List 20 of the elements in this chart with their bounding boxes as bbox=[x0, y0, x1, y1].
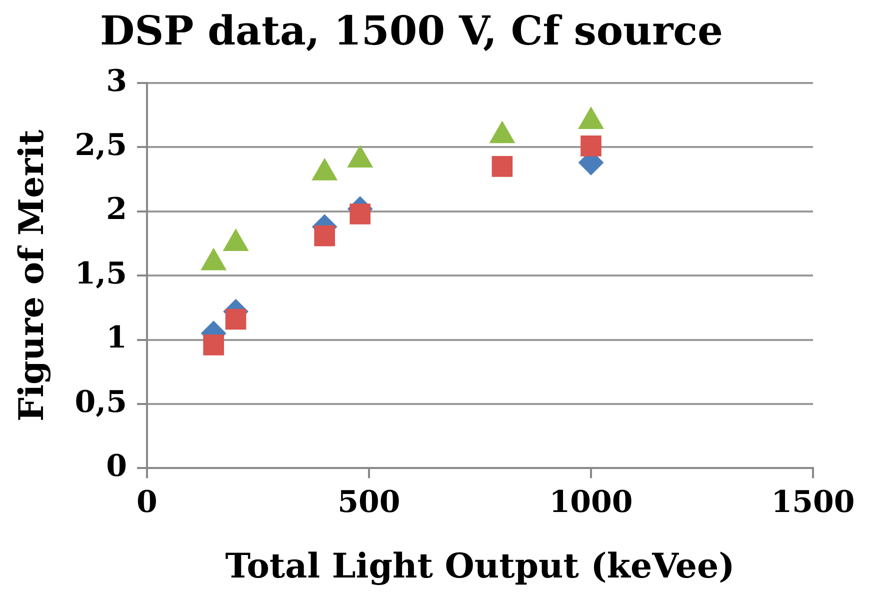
x-axis-title: Total Light Output (keVee) bbox=[225, 546, 735, 586]
point bbox=[580, 136, 602, 156]
point bbox=[314, 225, 335, 246]
y-tick-label: 0 bbox=[106, 448, 127, 484]
y-tick-label: 0,5 bbox=[74, 384, 127, 420]
y-tick-label: 1,5 bbox=[74, 256, 127, 292]
point bbox=[225, 308, 246, 330]
point bbox=[203, 334, 224, 356]
point bbox=[492, 156, 513, 177]
y-tick-label: 1 bbox=[106, 320, 127, 356]
x-tick-label: 1500 bbox=[771, 484, 855, 520]
point bbox=[350, 204, 371, 224]
x-tick-label: 1000 bbox=[549, 484, 633, 520]
chart-title: DSP data, 1500 V, Cf source bbox=[100, 7, 723, 54]
y-tick-label: 3 bbox=[106, 64, 127, 99]
y-tick-label: 2 bbox=[106, 192, 127, 228]
y-axis-title: Figure of Merit bbox=[12, 129, 52, 422]
y-tick-label: 2,5 bbox=[74, 128, 127, 163]
x-tick-label: 500 bbox=[338, 484, 400, 520]
x-tick-label: 0 bbox=[136, 484, 158, 520]
